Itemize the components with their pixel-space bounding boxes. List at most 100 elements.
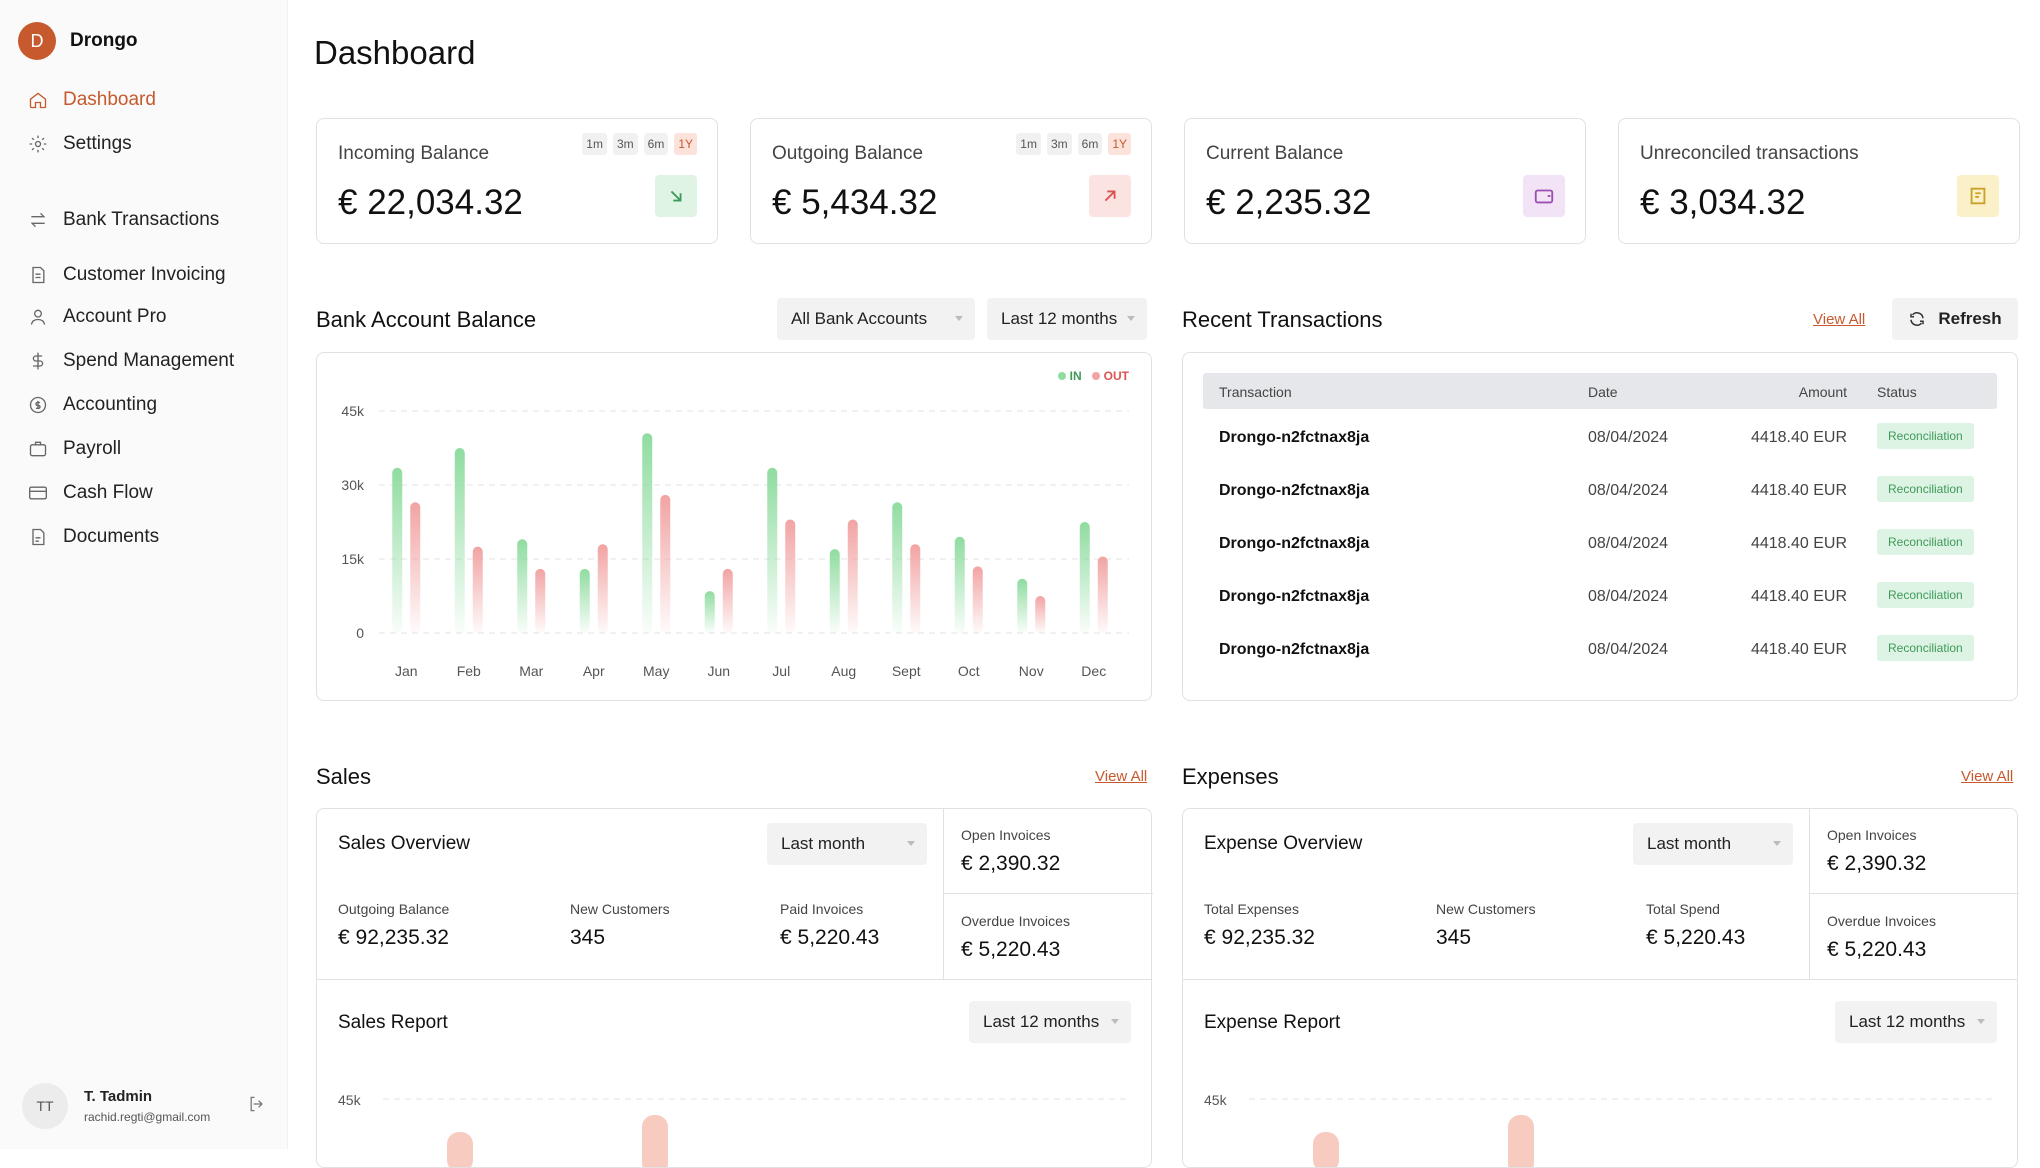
bank-account-filter[interactable]: All Bank Accounts: [777, 298, 975, 340]
table-row[interactable]: Drongo-n2fctnax8ja 08/04/2024 4418.40 EU…: [1203, 523, 1997, 563]
chart-legend: IN OUT: [1057, 369, 1129, 383]
period-6m[interactable]: 6m: [1077, 133, 1103, 155]
legend-out: OUT: [1091, 369, 1129, 383]
period-3m[interactable]: 3m: [1046, 133, 1072, 155]
table-row[interactable]: Drongo-n2fctnax8ja 08/04/2024 4418.40 EU…: [1203, 470, 1997, 510]
stat-label: New Customers: [570, 901, 670, 917]
sales-report-period-dropdown[interactable]: Last 12 months: [969, 1001, 1131, 1043]
period-1m[interactable]: 1m: [1016, 133, 1041, 155]
report-bar: [1508, 1115, 1534, 1167]
divider: [1809, 809, 1810, 979]
document-icon: [32, 528, 45, 546]
period-selector: 1m 3m 6m 1Y: [582, 133, 697, 155]
sales-period-dropdown[interactable]: Last month: [767, 823, 927, 865]
stat-value: € 92,235.32: [1204, 926, 1315, 949]
stat-label: Paid Invoices: [780, 901, 864, 917]
sidebar-item-label: Payroll: [63, 438, 122, 459]
sidebar-item-dashboard[interactable]: Dashboard: [28, 89, 156, 111]
x-tick-label: Aug: [831, 663, 856, 679]
tx-date: 08/04/2024: [1588, 588, 1669, 605]
refresh-icon: [1910, 312, 1925, 326]
divider: [317, 979, 1151, 980]
x-tick-label: Nov: [1019, 663, 1044, 679]
bar-out-oct: [972, 566, 983, 633]
coin-icon: [29, 396, 47, 414]
stat-value: € 92,235.32: [338, 926, 449, 949]
credit-card-icon: [29, 486, 47, 500]
stat-value: 345: [570, 926, 606, 949]
divider: [1183, 979, 2017, 980]
user-name: T. Tadmin: [84, 1088, 153, 1105]
overdue-invoices-label: Overdue Invoices: [1827, 913, 1936, 929]
expense-period-dropdown[interactable]: Last month: [1633, 823, 1793, 865]
legend-out-swatch: [1091, 372, 1100, 380]
expense-report-period-dropdown[interactable]: Last 12 months: [1835, 1001, 1997, 1043]
card-value: € 22,034.32: [338, 183, 523, 222]
bar-in-dec: [1079, 522, 1090, 633]
sidebar-item-cash-flow[interactable]: Cash Flow: [28, 482, 153, 504]
bar-in-jul: [767, 467, 778, 633]
y-tick-label: 0: [356, 625, 364, 641]
dropdown-value: All Bank Accounts: [791, 309, 928, 328]
open-invoices-label: Open Invoices: [961, 827, 1051, 843]
table-row[interactable]: Drongo-n2fctnax8ja 08/04/2024 4418.40 EU…: [1203, 576, 1997, 616]
card-value: € 2,235.32: [1206, 183, 1372, 222]
tx-amount: 4418.40 EUR: [1750, 588, 1847, 605]
period-1y[interactable]: 1Y: [1108, 133, 1131, 155]
bank-balance-chart-panel: IN OUT 0 15k 30k 45k Jan Feb Mar Apr May Jun Jul Au…: [316, 352, 1152, 701]
period-1y[interactable]: 1Y: [674, 133, 697, 155]
table-row[interactable]: Drongo-n2fctnax8ja 08/04/2024 4418.40 EU…: [1203, 417, 1997, 457]
x-tick-label: Mar: [519, 663, 543, 679]
table-header: Transaction Date Amount Status: [1203, 373, 1997, 409]
expense-overview-title: Expense Overview: [1204, 833, 1363, 854]
card-label: Current Balance: [1206, 143, 1344, 164]
dropdown-value: Last 12 months: [1849, 1012, 1966, 1031]
sidebar-item-label: Spend Management: [63, 350, 235, 371]
sidebar-item-settings[interactable]: Settings: [28, 133, 132, 155]
sales-title: Sales: [316, 764, 372, 789]
overdue-invoices-label: Overdue Invoices: [961, 913, 1070, 929]
chevron-down-icon: [1127, 316, 1135, 321]
dropdown-value: Last 12 months: [983, 1012, 1100, 1031]
wallet-icon: [1523, 175, 1565, 217]
user-profile[interactable]: TT T. Tadmin rachid.regti@gmail.com: [22, 1080, 267, 1132]
header-transaction: Transaction: [1219, 384, 1292, 400]
period-6m[interactable]: 6m: [643, 133, 669, 155]
period-selector: 1m 3m 6m 1Y: [1016, 133, 1131, 155]
recent-view-all-link[interactable]: View All: [1813, 311, 1866, 328]
bar-in-jun: [704, 591, 715, 633]
sidebar-item-documents[interactable]: Documents: [28, 526, 159, 548]
sidebar-item-spend-management[interactable]: Spend Management: [28, 350, 234, 372]
refresh-button[interactable]: Refresh: [1892, 298, 2018, 340]
period-1m[interactable]: 1m: [582, 133, 607, 155]
brand-name: Drongo: [70, 30, 138, 51]
sidebar-item-customer-invoicing[interactable]: Customer Invoicing: [28, 264, 226, 286]
bar-out-sept: [910, 544, 921, 633]
x-tick-label: Jun: [707, 663, 730, 679]
sidebar-item-accounting[interactable]: Accounting: [28, 394, 157, 416]
stat-value: € 5,220.43: [780, 926, 880, 949]
stat-value: € 5,220.43: [1646, 926, 1746, 949]
logout-button[interactable]: [247, 1094, 267, 1114]
period-filter[interactable]: Last 12 months: [987, 298, 1147, 340]
tx-name: Drongo-n2fctnax8ja: [1219, 588, 1370, 605]
period-3m[interactable]: 3m: [612, 133, 638, 155]
chevron-down-icon: [1111, 1019, 1119, 1024]
sales-report-title: Sales Report: [338, 1012, 448, 1033]
sales-overview-title: Sales Overview: [338, 833, 470, 854]
avatar: TT: [22, 1083, 68, 1129]
sales-panel: Sales Overview Last month Outgoing Balan…: [316, 808, 1153, 1168]
sidebar-item-payroll[interactable]: Payroll: [28, 438, 121, 460]
bar-in-sept: [892, 502, 903, 633]
sidebar-item-bank-transactions[interactable]: Bank Transactions: [28, 209, 219, 231]
sidebar-item-account-pro[interactable]: Account Pro: [28, 306, 167, 328]
sales-view-all-link[interactable]: View All: [1095, 768, 1148, 785]
expenses-view-all-link[interactable]: View All: [1961, 768, 2014, 785]
brand[interactable]: D Drongo: [18, 22, 138, 60]
dropdown-value: Last month: [781, 834, 866, 853]
table-row[interactable]: Drongo-n2fctnax8ja 08/04/2024 4418.40 EU…: [1203, 629, 1997, 669]
expense-report-chart: [1249, 1098, 1995, 1167]
sidebar: D Drongo Dashboard Settings Bank Transac…: [0, 0, 288, 1149]
unreconciled-card: Unreconciled transactions € 3,034.32: [1618, 118, 2020, 244]
overdue-invoices-value: € 5,220.43: [1827, 938, 1927, 961]
